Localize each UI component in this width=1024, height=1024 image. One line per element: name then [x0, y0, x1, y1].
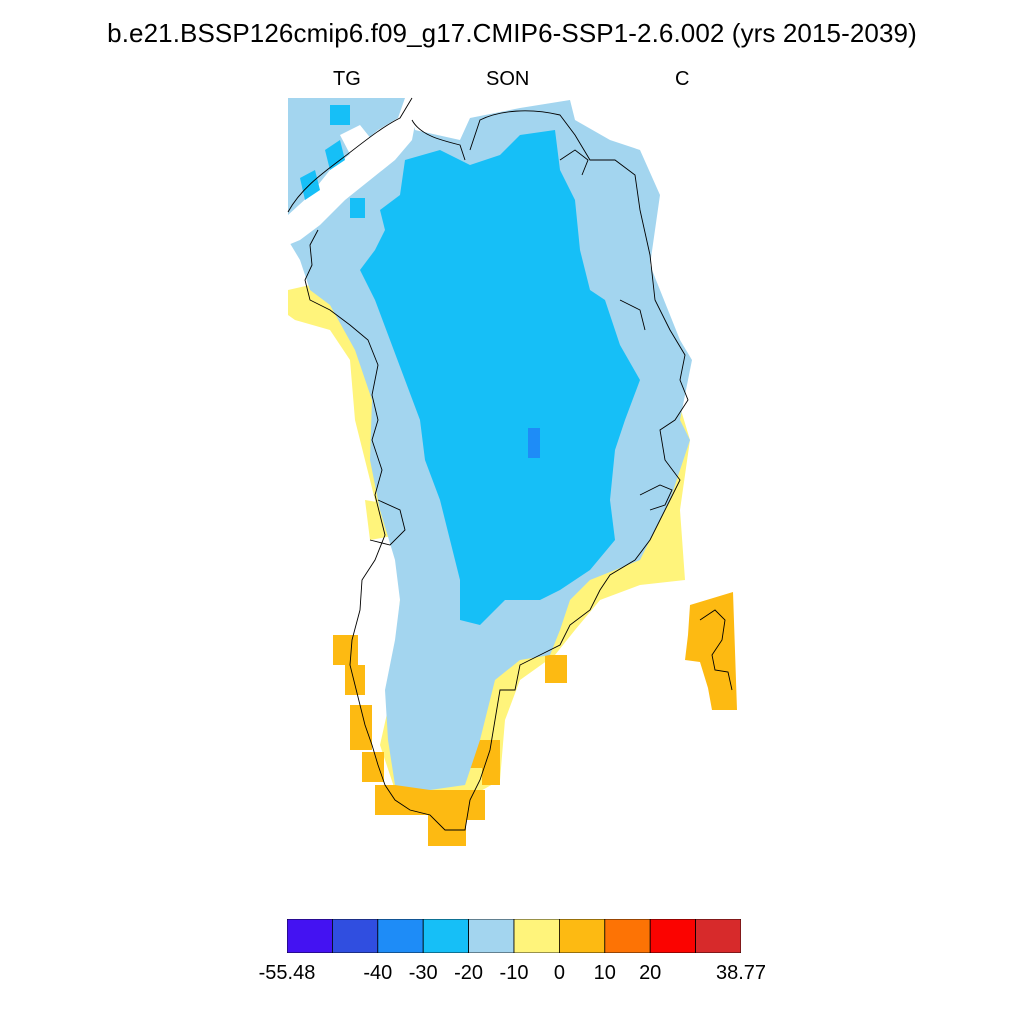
- colorbar-tick-label: 20: [639, 962, 662, 984]
- coastline: [287, 97, 733, 831]
- colorbar-cell: [558, 919, 606, 953]
- ocean-gaps: [288, 98, 420, 245]
- colorbar-tick-label: 10: [593, 962, 616, 984]
- variable-label: TG: [333, 68, 361, 90]
- season-label: SON: [486, 68, 530, 90]
- colorbar-tick-label: -55.48: [258, 962, 316, 984]
- colorbar-tick-label: -40: [363, 962, 393, 984]
- colorbar: [287, 919, 741, 953]
- plot-title: b.e21.BSSP126cmip6.f09_g17.CMIP6-SSP1-2.…: [107, 18, 917, 48]
- colorbar-cell: [377, 919, 424, 953]
- colorbar-cell: [513, 919, 560, 953]
- colorbar-cell: [649, 919, 697, 953]
- colorbar-tick-label: 0: [553, 962, 565, 984]
- band-below-neg30: [528, 428, 540, 458]
- colorbar-cell: [604, 919, 651, 953]
- colorbar-tick-label: 38.77: [715, 962, 767, 984]
- colorbar-cell: [332, 919, 379, 953]
- colorbar-tick-label: -30: [408, 962, 438, 984]
- colorbar-cell: [695, 919, 741, 953]
- colorbar-tick-label: -20: [454, 962, 484, 984]
- colorbar-cell: [287, 919, 333, 953]
- band-neg30-to-neg20: [300, 105, 640, 625]
- colorbar-cell: [468, 919, 515, 953]
- colorbar-tick-label: -10: [499, 962, 529, 984]
- units-label: C: [675, 68, 690, 90]
- colorbar-cell: [422, 919, 469, 953]
- band-0-to-10: [333, 592, 737, 846]
